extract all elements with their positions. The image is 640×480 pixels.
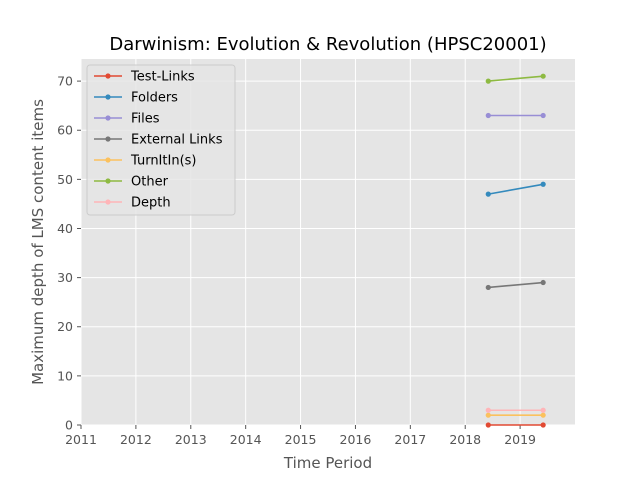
- data-point-folders: [540, 181, 546, 187]
- data-point-files: [485, 112, 491, 119]
- x-tick-label: 2012: [120, 432, 152, 447]
- legend-marker: [105, 115, 111, 121]
- x-tick-label: 2016: [340, 432, 372, 447]
- y-tick-label: 20: [57, 319, 73, 334]
- legend-marker: [105, 157, 111, 163]
- series-turnitin-s: [485, 412, 546, 418]
- chart-title: Darwinism: Evolution & Revolution (HPSC2…: [109, 34, 546, 55]
- data-point-depth: [485, 407, 491, 413]
- axis-ticks: 2011 2012 2013 2014 2015 2016 2017 2018 2019 0 10 2…: [57, 74, 536, 447]
- legend-item-test-links: Test-Links: [94, 70, 195, 85]
- y-tick-label: 30: [57, 270, 73, 285]
- series-line-folders: [488, 183, 544, 195]
- data-point-test-links: [540, 422, 546, 428]
- y-tick-label: 50: [57, 172, 73, 187]
- series-other: [485, 73, 546, 84]
- x-tick-label: 2019: [504, 432, 536, 447]
- legend-label: Depth: [131, 196, 171, 211]
- legend-label: Files: [131, 112, 160, 127]
- data-point-external-links: [540, 279, 546, 286]
- x-tick-label: 2018: [449, 432, 481, 447]
- y-tick-label: 40: [57, 221, 73, 236]
- data-point-turnitin-s: [485, 412, 491, 418]
- legend-label: External Links: [131, 133, 223, 148]
- series-layer: [485, 73, 546, 428]
- legend-marker: [105, 178, 111, 184]
- legend-item-external-links: External Links: [94, 133, 223, 148]
- x-tick-label: 2013: [175, 432, 207, 447]
- data-point-folders: [485, 191, 491, 197]
- legend-marker: [105, 136, 111, 142]
- legend-marker: [105, 94, 111, 100]
- series-test-links: [485, 422, 546, 428]
- x-tick-label: 2017: [394, 432, 426, 447]
- series-external-links: [485, 279, 546, 291]
- legend: Test-Links Folders Files External Links Turn…: [86, 64, 236, 216]
- data-point-external-links: [485, 284, 491, 291]
- legend-item-other: Other: [94, 175, 169, 190]
- y-tick-label: 10: [57, 368, 73, 383]
- y-tick-label: 60: [57, 123, 73, 138]
- legend-item-files: Files: [94, 112, 160, 127]
- legend-box: [86, 64, 236, 216]
- data-point-depth: [540, 407, 546, 413]
- series-files: [485, 112, 546, 119]
- legend-item-depth: Depth: [94, 196, 171, 211]
- y-axis-label: Maximum depth of LMS content items: [29, 99, 47, 385]
- y-tick-label: 70: [57, 74, 73, 89]
- data-point-test-links: [485, 422, 491, 428]
- series-depth: [485, 407, 546, 413]
- legend-item-turnitin-s: TurnItIn(s): [94, 154, 196, 169]
- x-tick-label: 2011: [65, 432, 97, 447]
- data-point-files: [540, 112, 546, 119]
- x-tick-label: 2014: [230, 432, 262, 447]
- data-point-other: [485, 78, 491, 84]
- legend-label: Other: [131, 175, 169, 190]
- series-folders: [485, 181, 546, 197]
- legend-label: Test-Links: [130, 70, 195, 85]
- legend-marker: [105, 73, 111, 79]
- legend-label: TurnItIn(s): [130, 154, 196, 169]
- legend-marker: [105, 199, 111, 205]
- data-point-turnitin-s: [540, 412, 546, 418]
- series-line-external-links: [488, 281, 544, 289]
- legend-item-folders: Folders: [94, 91, 178, 106]
- x-axis-label: Time Period: [283, 454, 372, 472]
- x-tick-label: 2015: [285, 432, 317, 447]
- data-point-other: [540, 73, 546, 79]
- y-tick-label: 0: [65, 418, 73, 433]
- legend-label: Folders: [131, 91, 178, 106]
- series-line-other: [488, 75, 544, 82]
